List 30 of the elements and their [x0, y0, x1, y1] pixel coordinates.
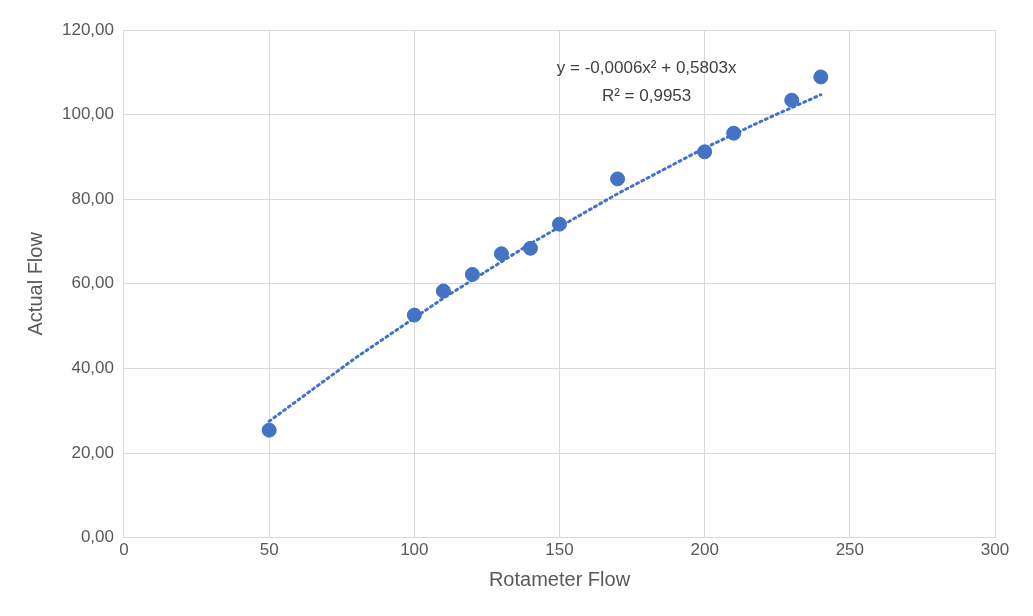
annotation: y = -0,0006x² + 0,5803x [556, 57, 737, 77]
point [435, 283, 451, 299]
y-tick-label: 80,00 [71, 188, 114, 208]
y-tick-label: 20,00 [71, 442, 114, 462]
y-tick-label: 40,00 [71, 358, 114, 378]
point [464, 266, 480, 282]
point [784, 92, 800, 108]
point [261, 422, 277, 438]
y-tick-label: 0,00 [80, 527, 114, 547]
y-axis-title: Actual Flow [23, 231, 46, 336]
x-tick-label: 150 [545, 540, 574, 560]
point [493, 246, 509, 262]
x-tick-label: 50 [259, 540, 279, 560]
point [697, 144, 713, 160]
point [813, 69, 829, 85]
x-tick-label: 200 [690, 540, 719, 560]
point [406, 307, 422, 323]
annotation: R² = 0,9953 [601, 85, 692, 105]
x-tick-label: 300 [980, 540, 1010, 560]
x-tick-label: 100 [400, 540, 429, 560]
y-tick-label: 100,00 [62, 104, 114, 124]
y-tick-label: 60,00 [71, 273, 114, 293]
point [610, 171, 626, 187]
x-tick-label: 0 [119, 540, 129, 560]
y-tick-label: 120,00 [62, 19, 114, 39]
x-axis-title: Rotameter Flow [488, 567, 631, 590]
point [552, 216, 567, 232]
point [726, 125, 742, 141]
x-tick-label: 250 [835, 540, 865, 560]
point [522, 240, 538, 256]
